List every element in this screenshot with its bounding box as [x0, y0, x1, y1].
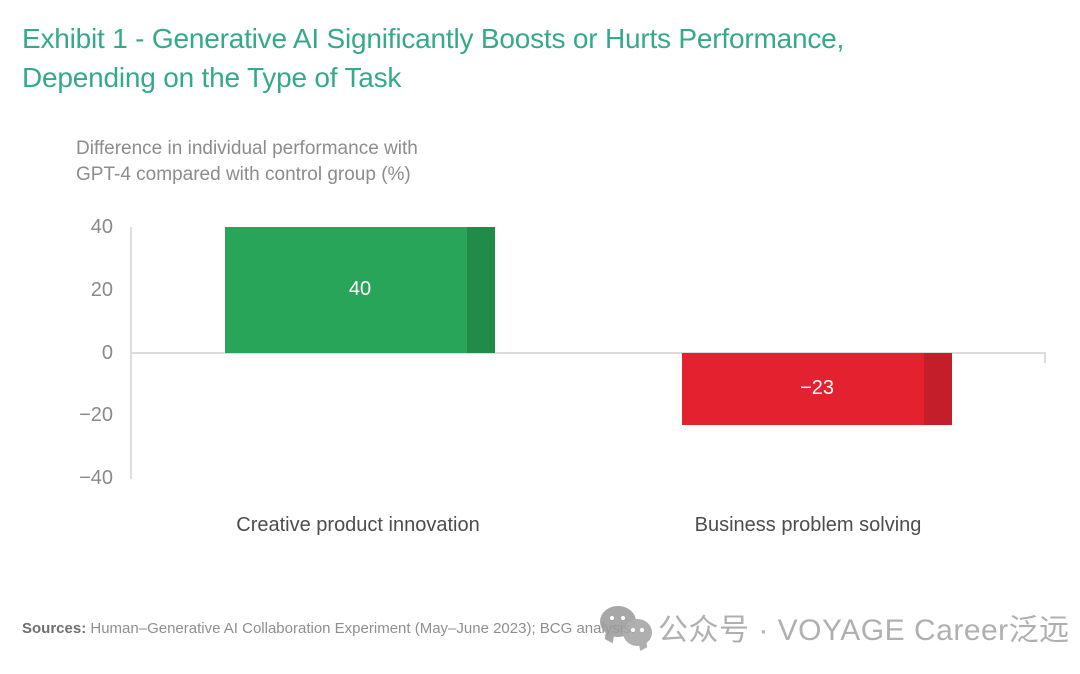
y-axis-tick-label: 0 — [101, 341, 113, 364]
wechat-bubble-small — [623, 619, 652, 646]
exhibit-title: Exhibit 1 - Generative AI Significantly … — [22, 19, 1042, 97]
sources-text: Human–Generative AI Collaboration Experi… — [86, 620, 635, 637]
zero-baseline — [131, 352, 1046, 354]
chart-bar-1: −23 — [682, 352, 952, 425]
chart-bar-shaded-edge — [924, 352, 952, 425]
chart-bar-0: 40 — [225, 227, 495, 353]
chart-axis-description-line1: Difference in individual performance wit… — [76, 138, 418, 159]
bar-value-label: −23 — [800, 377, 834, 400]
zero-baseline-end-tick — [1044, 352, 1046, 363]
category-label-0: Creative product innovation — [236, 514, 480, 536]
watermark-text: 公众号 · VOYAGE Career泛远 — [658, 614, 1070, 647]
chart-bar-shaded-edge — [467, 227, 495, 353]
category-label-1: Business problem solving — [694, 514, 922, 536]
wechat-icon — [598, 602, 654, 652]
y-axis-tick-label: −20 — [79, 404, 113, 427]
chart-axis-description-line2: GPT-4 compared with control group (%) — [76, 164, 411, 185]
exhibit-title-line2: Depending on the Type of Task — [22, 62, 402, 93]
watermark: 公众号 · VOYAGE Career泛远 — [598, 602, 1070, 652]
sources-label: Sources: — [22, 620, 87, 637]
exhibit-title-line1: Exhibit 1 - Generative AI Significantly … — [22, 23, 845, 54]
sources-note: Sources: Human–Generative AI Collaborati… — [22, 620, 635, 637]
y-axis-tick-label: 40 — [90, 216, 113, 238]
chart-axis-description: Difference in individual performance wit… — [76, 136, 418, 188]
bar-value-label: 40 — [348, 278, 372, 301]
y-axis-tick-label: −40 — [79, 467, 113, 489]
y-axis-tick-label: 20 — [90, 278, 113, 301]
